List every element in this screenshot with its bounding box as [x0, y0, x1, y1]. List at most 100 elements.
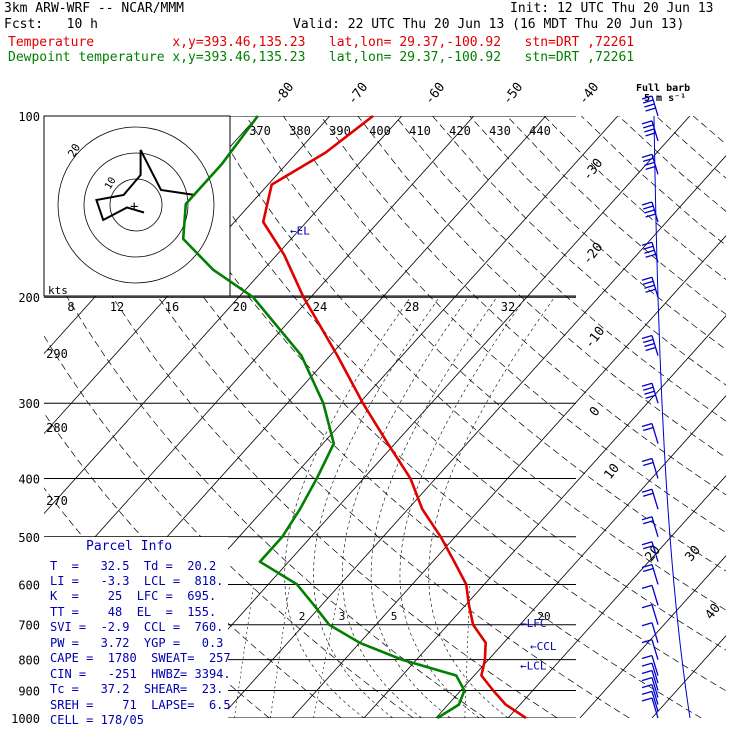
pressure-label: 800	[18, 654, 40, 668]
theta-label: 380	[289, 124, 311, 138]
parcel-info-panel: Parcel Info T = 32.5 Td = 20.2 LI = -3.3…	[44, 537, 231, 733]
isotherm-line	[291, 235, 726, 718]
pressure-label: 300	[18, 397, 40, 411]
theta-labels: 370 380 390 400 410 420 430 440 290 280 270	[46, 124, 551, 508]
wind-barb-flag	[641, 584, 653, 589]
wind-barb-flag	[641, 676, 653, 682]
wind-barb-staff	[651, 691, 659, 712]
wind-barb-flag	[644, 249, 655, 254]
dry-adiabat-line	[283, 116, 726, 534]
wind-barb-flag	[643, 386, 654, 391]
wind-barb-flag	[645, 107, 656, 112]
theta-label: 420	[449, 124, 471, 138]
hodograph-speed-label: 12	[110, 300, 124, 314]
isotherm-label: -30	[580, 156, 606, 184]
theta-label: 400	[369, 124, 391, 138]
model-title: 3km ARW-WRF -- NCAR/MMM	[4, 1, 185, 16]
parcel-row: K = 25 LFC = 695.	[50, 589, 217, 603]
theta-label: 440	[529, 124, 551, 138]
wind-barb	[641, 120, 659, 142]
wind-barb-flag	[641, 241, 653, 246]
parcel-row: LI = -3.3 LCL = 818.	[50, 574, 224, 588]
wind-barb	[641, 241, 659, 263]
wind-barb-flag	[643, 520, 654, 525]
parcel-row: CIN = -251 HWBZ= 3394.	[50, 667, 231, 681]
wind-barb-staff	[651, 277, 659, 298]
wind-barb-flag	[641, 662, 653, 667]
theta-label: 280	[46, 421, 68, 435]
wind-barb-flag	[644, 161, 655, 166]
wind-barb	[641, 639, 659, 660]
hodograph-trace	[95, 149, 196, 222]
wind-barb-flag	[643, 492, 654, 497]
wind-barb-staff	[651, 662, 659, 684]
wind-barb	[641, 422, 659, 444]
hodograph-ring	[83, 152, 189, 258]
wind-barb	[641, 563, 659, 585]
wind-barb-staff	[651, 585, 659, 606]
isotherm-label: -20	[580, 240, 606, 268]
hodograph-speed-label: 8	[67, 300, 74, 314]
wind-barb-flag	[641, 639, 653, 644]
dry-adiabat-line	[171, 116, 726, 651]
parcel-row: Tc = 37.2 SHEAR= 23.	[50, 682, 224, 696]
parcel-row: PW = 3.72 YGP = 0.3	[50, 636, 224, 650]
wind-barb-staff	[651, 677, 659, 698]
wind-barb-flag	[644, 390, 655, 395]
parcel-row: CELL = 178/05	[50, 713, 144, 727]
mixing-ratio-label: 2	[299, 610, 306, 623]
wind-barb-flag	[644, 342, 655, 348]
background-lines	[44, 116, 726, 718]
wind-barb-flag	[641, 334, 653, 340]
moist-adiabat-line	[370, 297, 498, 718]
wind-barb-flag	[641, 654, 653, 660]
isotherm-label: 30	[683, 543, 704, 565]
pressure-label: 500	[18, 531, 40, 545]
wind-barb-flag	[643, 426, 654, 432]
wind-barb-staff	[651, 489, 659, 510]
wind-barb-staff	[651, 670, 659, 691]
pressure-axis: 100 200 300 400 500 600 700 800 900 1000	[11, 110, 40, 726]
hodograph: +20 10 kts 8 12 16 20 24 28 32 2 3 5 20	[43, 115, 576, 623]
wind-barb-staff	[651, 604, 659, 625]
isotherm-label: -60	[422, 80, 448, 108]
hodograph-box	[43, 115, 231, 297]
wind-barb-flag	[641, 382, 653, 387]
dry-adiabat-line	[692, 116, 726, 145]
isotherm-label: 0	[587, 404, 604, 419]
dry-adiabat-line	[44, 168, 558, 718]
full-barb-units: 5 m s⁻¹	[644, 93, 687, 104]
hodograph-ring-label: 20	[65, 142, 83, 160]
init-time: Init: 12 UTC Thu 20 Jun 13	[510, 1, 714, 16]
dewpoint-profile	[181, 115, 466, 720]
mixing-ratio-label: 3	[339, 610, 346, 623]
wind-barbs	[641, 95, 691, 719]
pressure-label: 200	[18, 291, 40, 305]
full-barb-label: Full barb	[636, 83, 691, 94]
dry-adiabat-line	[618, 116, 726, 212]
hodograph-center: +	[130, 199, 138, 215]
wind-barb	[641, 516, 659, 537]
hodograph-ring-label: 10	[103, 176, 119, 192]
wind-barb-staff	[651, 655, 659, 676]
hodograph-units: kts	[48, 284, 68, 297]
wind-barb-flag	[643, 99, 654, 104]
wind-barb-staff	[651, 622, 659, 643]
wind-barb-staff	[651, 335, 659, 356]
level-marker-lfc: ←LFC	[520, 617, 547, 630]
wind-barb	[641, 662, 659, 684]
theta-label: 410	[409, 124, 431, 138]
wind-barb	[641, 622, 659, 643]
isotherm-label: -10	[582, 324, 608, 352]
theta-label: 290	[46, 347, 68, 361]
parcel-row: TT = 48 EL = 155.	[50, 605, 217, 619]
theta-label: 270	[46, 494, 68, 508]
wind-barb-flag	[641, 622, 653, 627]
wind-barb	[641, 584, 659, 606]
isotherm-labels: -80 -70 -60 -50 -40 -30 -20 -10 0 10 20 30 40	[271, 80, 724, 623]
dry-adiabat-line	[581, 116, 726, 246]
wind-barb-staff	[651, 95, 659, 117]
wind-barb-flag	[641, 422, 653, 428]
hodograph-speed-label: 32	[501, 300, 515, 314]
